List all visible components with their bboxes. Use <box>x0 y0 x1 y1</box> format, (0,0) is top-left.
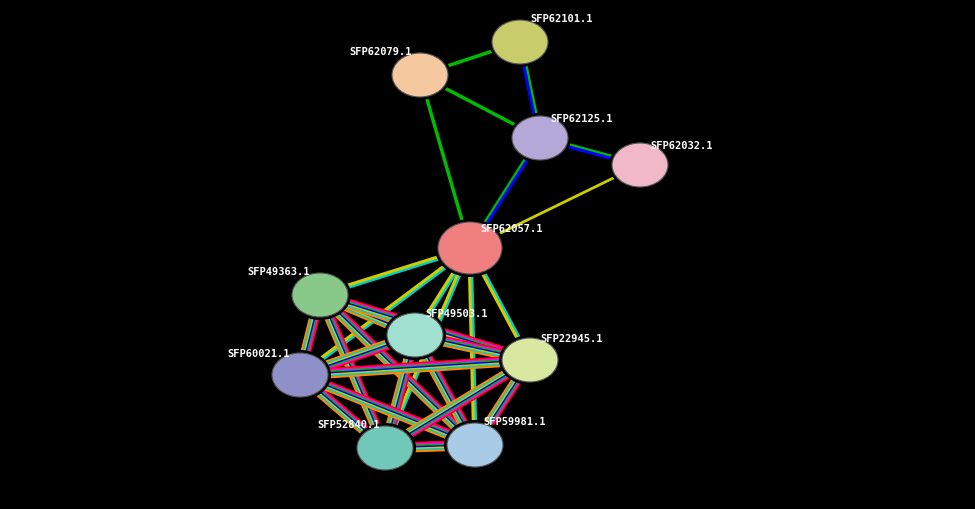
Ellipse shape <box>269 350 331 400</box>
Text: SFP22945.1: SFP22945.1 <box>540 334 603 344</box>
Ellipse shape <box>499 335 561 385</box>
Ellipse shape <box>612 143 668 187</box>
Ellipse shape <box>512 116 568 160</box>
Ellipse shape <box>492 20 548 64</box>
Ellipse shape <box>444 420 506 470</box>
Text: SFP52840.1: SFP52840.1 <box>318 420 380 430</box>
Text: SFP62079.1: SFP62079.1 <box>349 47 412 57</box>
Text: SFP60021.1: SFP60021.1 <box>227 349 290 359</box>
Ellipse shape <box>435 219 505 277</box>
Ellipse shape <box>354 423 416 473</box>
Ellipse shape <box>357 426 413 470</box>
Ellipse shape <box>384 310 446 360</box>
Ellipse shape <box>438 222 502 274</box>
Text: SFP62057.1: SFP62057.1 <box>480 224 542 234</box>
Ellipse shape <box>389 50 451 100</box>
Text: SFP59981.1: SFP59981.1 <box>483 417 545 427</box>
Ellipse shape <box>272 353 328 397</box>
Text: SFP49503.1: SFP49503.1 <box>425 309 488 319</box>
Ellipse shape <box>509 113 571 163</box>
Ellipse shape <box>292 273 348 317</box>
Text: SFP62032.1: SFP62032.1 <box>650 141 713 151</box>
Ellipse shape <box>609 140 671 190</box>
Ellipse shape <box>289 270 351 320</box>
Ellipse shape <box>489 17 551 67</box>
Ellipse shape <box>392 53 448 97</box>
Text: SFP62101.1: SFP62101.1 <box>530 14 593 24</box>
Text: SFP62125.1: SFP62125.1 <box>550 114 612 124</box>
Ellipse shape <box>447 423 503 467</box>
Ellipse shape <box>387 313 443 357</box>
Text: SFP49363.1: SFP49363.1 <box>248 267 310 277</box>
Ellipse shape <box>502 338 558 382</box>
